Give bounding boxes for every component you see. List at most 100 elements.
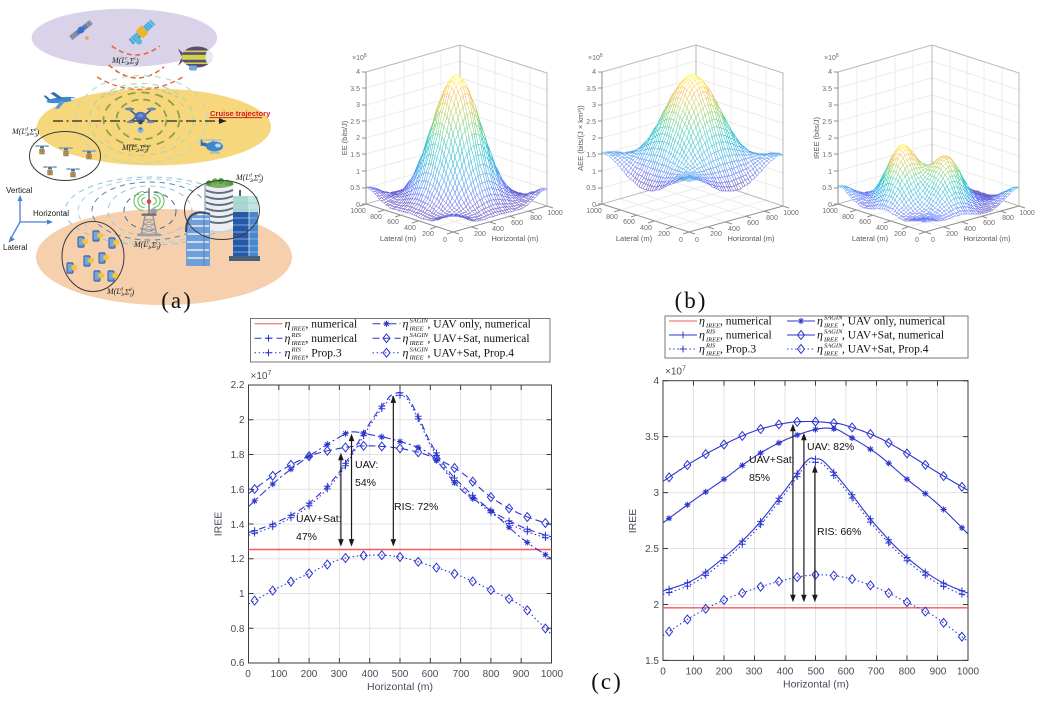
svg-text:RIS: 66%: RIS: 66% — [817, 526, 861, 538]
svg-text:M(L3d,Σ3d): M(L3d,Σ3d) — [11, 127, 40, 139]
svg-text:3.5: 3.5 — [645, 432, 659, 443]
svg-text:0.5: 0.5 — [350, 185, 360, 192]
svg-text:0: 0 — [679, 237, 683, 244]
svg-text:0: 0 — [695, 237, 699, 244]
svg-text:η: η — [403, 316, 409, 330]
svg-text:600: 600 — [511, 220, 523, 227]
svg-text:(b): (b) — [675, 288, 708, 313]
svg-text:Horizontal (m): Horizontal (m) — [491, 234, 539, 243]
svg-text:RIS: RIS — [705, 343, 716, 350]
svg-text:400: 400 — [362, 669, 379, 680]
svg-text:4: 4 — [356, 69, 360, 76]
svg-text:1000: 1000 — [1019, 210, 1035, 217]
svg-text:400: 400 — [876, 225, 888, 232]
svg-text:600: 600 — [983, 220, 995, 227]
svg-text:Horizontal (m): Horizontal (m) — [963, 234, 1011, 243]
svg-text:1000: 1000 — [547, 210, 563, 217]
svg-text:100: 100 — [271, 669, 288, 680]
svg-text:, numerical: , numerical — [720, 316, 772, 328]
svg-text:η: η — [285, 331, 291, 345]
svg-text:0: 0 — [443, 237, 447, 244]
svg-text:1: 1 — [356, 169, 360, 176]
svg-text:Lateral (m): Lateral (m) — [616, 234, 653, 243]
svg-text:RIS: RIS — [291, 346, 302, 353]
svg-text:IREE: IREE — [823, 337, 838, 344]
svg-text:3: 3 — [592, 102, 596, 109]
svg-text:η: η — [817, 342, 823, 356]
svg-text:800: 800 — [899, 666, 916, 677]
svg-text:0.8: 0.8 — [231, 624, 245, 635]
svg-text:IREE (bits/J): IREE (bits/J) — [812, 116, 821, 159]
svg-text:, UAV+Sat, numerical: , UAV+Sat, numerical — [842, 330, 944, 342]
svg-text:η: η — [285, 316, 291, 330]
svg-text:800: 800 — [766, 215, 778, 222]
svg-text:Horizontal (m): Horizontal (m) — [367, 681, 433, 693]
svg-text:600: 600 — [422, 669, 439, 680]
svg-text:EE (bits/J): EE (bits/J) — [340, 120, 349, 155]
svg-text:0.5: 0.5 — [822, 185, 832, 192]
svg-text:η: η — [817, 314, 823, 328]
svg-text:54%: 54% — [355, 477, 376, 489]
svg-text:400: 400 — [492, 226, 504, 233]
svg-text:600: 600 — [623, 219, 635, 226]
svg-text:IREE: IREE — [823, 323, 838, 330]
svg-text:Lateral (m): Lateral (m) — [380, 234, 417, 243]
svg-text:200: 200 — [422, 231, 434, 238]
svg-text:700: 700 — [868, 666, 885, 677]
svg-text:SAGIN: SAGIN — [410, 332, 429, 339]
svg-text:900: 900 — [930, 666, 947, 677]
svg-text:600: 600 — [747, 220, 759, 227]
svg-text:3.5: 3.5 — [350, 86, 360, 93]
svg-text:1.4: 1.4 — [231, 520, 245, 531]
svg-text:M(L3c,Σ3c): M(L3c,Σ3c) — [111, 56, 139, 68]
svg-text:800: 800 — [370, 214, 382, 221]
svg-text:RIS: RIS — [705, 329, 716, 336]
svg-text:3: 3 — [356, 102, 360, 109]
svg-text:100: 100 — [686, 666, 703, 677]
svg-text:, Prop.3: , Prop.3 — [720, 344, 756, 356]
svg-text:200: 200 — [658, 231, 670, 238]
svg-text:M(L1c,Σ1c): M(L1c,Σ1c) — [133, 240, 161, 252]
svg-text:1000: 1000 — [586, 208, 602, 215]
svg-text:1: 1 — [239, 589, 245, 600]
svg-text:AEE (bits/(J × km³)): AEE (bits/(J × km³)) — [576, 105, 585, 171]
svg-text:M(L2c,Σ2c): M(L2c,Σ2c) — [121, 143, 149, 155]
svg-text:500: 500 — [808, 666, 825, 677]
svg-text:0: 0 — [592, 202, 596, 209]
svg-text:800: 800 — [606, 214, 618, 221]
svg-text:IREE: IREE — [705, 337, 720, 344]
svg-text:η: η — [817, 328, 823, 342]
svg-text:1.8: 1.8 — [231, 450, 245, 461]
svg-text:800: 800 — [530, 215, 542, 222]
svg-text:800: 800 — [483, 669, 500, 680]
svg-text:4: 4 — [828, 69, 832, 76]
svg-text:×107: ×107 — [665, 366, 686, 378]
svg-text:0: 0 — [931, 237, 935, 244]
svg-text:1.5: 1.5 — [822, 152, 832, 159]
svg-text:200: 200 — [301, 669, 318, 680]
svg-text:SAGIN: SAGIN — [410, 346, 429, 353]
svg-text:0: 0 — [660, 666, 666, 677]
svg-text:1.6: 1.6 — [231, 485, 245, 496]
svg-text:, UAV+Sat, numerical: , UAV+Sat, numerical — [428, 333, 530, 345]
svg-text:SAGIN: SAGIN — [824, 315, 843, 322]
svg-text:SAGIN: SAGIN — [410, 317, 429, 324]
svg-text:M(L2d,Σ2d): M(L2d,Σ2d) — [235, 173, 264, 185]
svg-text:85%: 85% — [749, 472, 770, 484]
svg-text:2.5: 2.5 — [822, 119, 832, 126]
svg-text:IREE: IREE — [823, 351, 838, 358]
svg-text:×108: ×108 — [588, 53, 603, 62]
svg-text:500: 500 — [392, 669, 409, 680]
svg-text:IREE: IREE — [291, 340, 306, 347]
svg-text:IREE: IREE — [409, 354, 424, 361]
svg-text:0: 0 — [245, 669, 251, 680]
svg-text:47%: 47% — [296, 531, 317, 543]
svg-text:, numerical: , numerical — [720, 330, 772, 342]
svg-text:2: 2 — [653, 600, 659, 611]
svg-text:2: 2 — [828, 135, 832, 142]
svg-text:3: 3 — [828, 102, 832, 109]
svg-text:4: 4 — [592, 69, 596, 76]
svg-text:, Prop.3: , Prop.3 — [306, 347, 342, 359]
svg-text:1000: 1000 — [783, 210, 799, 217]
svg-text:3.5: 3.5 — [822, 86, 832, 93]
